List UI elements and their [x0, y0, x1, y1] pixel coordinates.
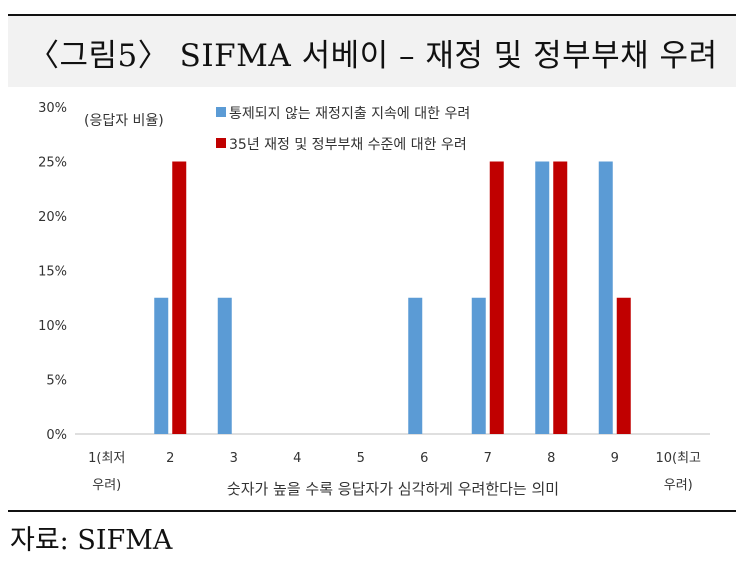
y-tick-label: 0%	[46, 428, 67, 443]
x-tick-label: 10(최고	[655, 451, 701, 466]
bottom-rule	[8, 510, 736, 512]
legend-swatch-2	[216, 138, 226, 148]
y-tick-label: 15%	[38, 265, 67, 280]
legend-label-2: 35년 재정 및 정부부채 수준에 대한 우려	[229, 137, 467, 153]
bar-series1-6	[408, 297, 423, 434]
legend-swatch-1	[216, 107, 226, 117]
bar-series1-8	[535, 161, 550, 434]
bar-series2-9	[616, 297, 631, 434]
x-tick-label: 7	[484, 451, 492, 466]
bar-series1-3	[217, 297, 232, 434]
x-tick-label: 4	[293, 451, 301, 466]
bar-series1-7	[471, 297, 486, 434]
bar-series1-9	[598, 161, 613, 434]
x-tick-label: 우려)	[92, 478, 121, 493]
x-tick-label: 2	[166, 451, 174, 466]
y-axis-label: (응답자 비율)	[84, 113, 164, 129]
x-axis-label: 숫자가 높을 수록 응답자가 심각하게 우려한다는 의미	[227, 480, 559, 498]
source-note: 자료: SIFMA	[10, 525, 173, 556]
y-tick-label: 30%	[38, 101, 67, 116]
x-tick-label: 6	[420, 451, 428, 466]
bar-series2-7	[489, 161, 504, 434]
x-tick-label: 3	[230, 451, 238, 466]
legend-label-1: 통제되지 않는 재정지출 지속에 대한 우려	[229, 106, 470, 122]
bar-series2-2	[172, 161, 187, 434]
y-tick-label: 10%	[38, 319, 67, 334]
x-tick-label: 9	[611, 451, 619, 466]
bar-series1-2	[154, 297, 169, 434]
x-tick-label: 5	[357, 451, 365, 466]
top-rule	[8, 14, 736, 16]
y-tick-label: 20%	[38, 210, 67, 225]
title-band	[8, 16, 736, 87]
x-tick-label: 8	[547, 451, 555, 466]
figure-title: 〈그림5〉 SIFMA 서베이 – 재정 및 정부부채 우려	[28, 38, 718, 74]
x-tick-label: 우려)	[664, 478, 693, 493]
x-tick-label: 1(최저	[88, 451, 125, 466]
y-tick-label: 5%	[46, 374, 67, 389]
bar-series2-8	[553, 161, 568, 434]
y-tick-label: 25%	[38, 156, 67, 171]
